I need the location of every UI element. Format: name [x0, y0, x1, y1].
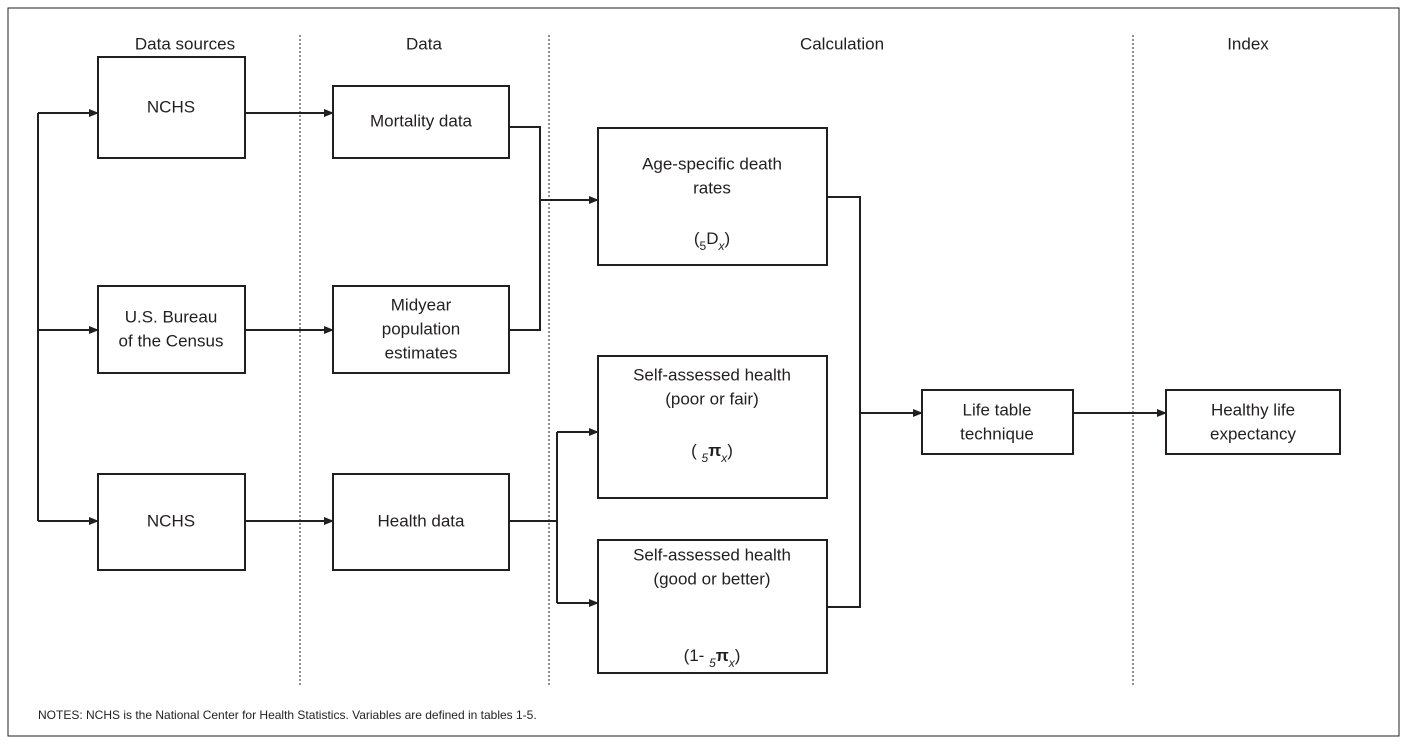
column-header: Data	[406, 34, 442, 53]
node-label: Healthy life	[1211, 400, 1295, 419]
node-label: Life table	[963, 400, 1032, 419]
node-label: (good or better)	[653, 569, 770, 588]
separators	[299, 35, 1134, 686]
node-label: rates	[693, 178, 731, 197]
node-label: technique	[960, 424, 1034, 443]
node-box	[1165, 389, 1341, 455]
formula: (1- 5πx)	[684, 646, 741, 670]
node-label: Midyear	[391, 295, 452, 314]
node-label: (poor or fair)	[665, 389, 759, 408]
column-header: Data sources	[135, 34, 235, 53]
node-box	[332, 473, 510, 571]
node-label: Self-assessed health	[633, 365, 791, 384]
node-box	[332, 285, 510, 374]
column-header: Index	[1227, 34, 1269, 53]
node-box	[597, 127, 828, 266]
node-label: population	[382, 319, 460, 338]
node-box	[597, 539, 828, 674]
connector	[827, 196, 861, 608]
node-label: NCHS	[147, 97, 195, 116]
node-label: expectancy	[1210, 424, 1296, 443]
node-box	[97, 473, 246, 571]
node-label: Self-assessed health	[633, 545, 791, 564]
connector	[509, 126, 541, 331]
connectors	[37, 109, 1167, 608]
node-box	[97, 56, 246, 159]
node-label: Mortality data	[370, 111, 473, 130]
node-label: Age-specific death	[642, 154, 782, 173]
formula: ( 5πx)	[691, 441, 733, 465]
node-box	[332, 85, 510, 159]
column-headers: Data sources Data Calculation Index	[135, 34, 1269, 53]
column-header: Calculation	[800, 34, 884, 53]
node-box	[921, 389, 1074, 455]
notes: NOTES: NCHS is the National Center for H…	[38, 708, 537, 722]
node-box	[97, 285, 246, 374]
node-label: NCHS	[147, 511, 195, 530]
node-label: U.S. Bureau	[125, 307, 218, 326]
frame	[7, 7, 1400, 737]
node-label: Health data	[378, 511, 465, 530]
node-box	[597, 355, 828, 499]
node-label: of the Census	[119, 331, 224, 350]
node-label: estimates	[385, 343, 458, 362]
formula: (5Dx)	[694, 229, 730, 253]
nodes: NCHS U.S. Bureau of the Census NCHS Mort…	[97, 56, 1341, 674]
